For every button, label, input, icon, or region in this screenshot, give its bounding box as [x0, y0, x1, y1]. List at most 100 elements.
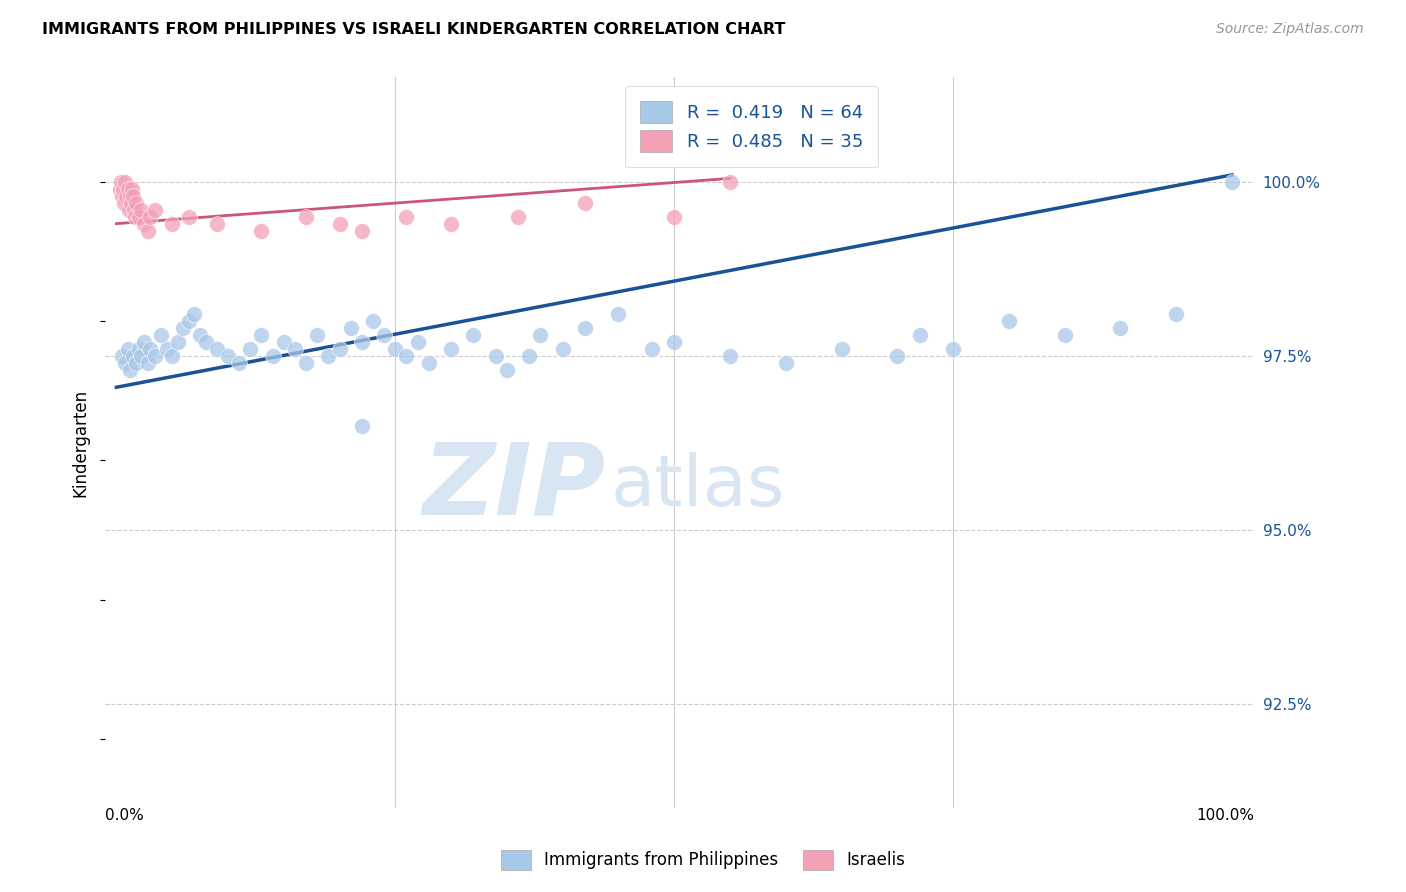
Point: [373, 328, 395, 343]
Point: [112, 195, 135, 210]
Point: [112, 182, 135, 196]
Point: [506, 210, 529, 224]
Point: [250, 328, 273, 343]
Point: [111, 189, 134, 203]
Point: [117, 182, 139, 196]
Point: [122, 349, 145, 363]
Point: [124, 210, 146, 224]
Point: [177, 210, 200, 224]
Point: [718, 175, 741, 189]
Point: [718, 349, 741, 363]
Point: [160, 217, 183, 231]
Point: [775, 356, 797, 370]
Point: [908, 328, 931, 343]
Point: [172, 321, 194, 335]
Point: [328, 342, 350, 356]
Point: [228, 356, 250, 370]
Point: [118, 363, 141, 377]
Point: [886, 349, 908, 363]
Point: [273, 334, 295, 349]
Text: IMMIGRANTS FROM PHILIPPINES VS ISRAELI KINDERGARTEN CORRELATION CHART: IMMIGRANTS FROM PHILIPPINES VS ISRAELI K…: [42, 22, 786, 37]
Point: [574, 321, 596, 335]
Point: [177, 314, 200, 328]
Point: [284, 342, 307, 356]
Point: [440, 217, 463, 231]
Point: [664, 210, 686, 224]
Point: [183, 307, 205, 321]
Point: [440, 342, 463, 356]
Legend: R =  0.419   N = 64, R =  0.485   N = 35: R = 0.419 N = 64, R = 0.485 N = 35: [626, 87, 877, 167]
Point: [134, 217, 156, 231]
Point: [114, 175, 136, 189]
Point: [136, 356, 159, 370]
Point: [118, 189, 141, 203]
Point: [125, 356, 148, 370]
Point: [129, 202, 152, 217]
Point: [188, 328, 211, 343]
Point: [350, 334, 373, 349]
Point: [129, 349, 152, 363]
Point: [551, 342, 574, 356]
Point: [1166, 307, 1188, 321]
Point: [1109, 321, 1132, 335]
Text: Source: ZipAtlas.com: Source: ZipAtlas.com: [1216, 22, 1364, 37]
Point: [485, 349, 508, 363]
Point: [117, 342, 139, 356]
Point: [145, 202, 167, 217]
Point: [307, 328, 329, 343]
Point: [139, 342, 162, 356]
Point: [318, 349, 340, 363]
Point: [418, 356, 440, 370]
Point: [395, 349, 418, 363]
Point: [1220, 175, 1243, 189]
Text: 100.0%: 100.0%: [1197, 808, 1254, 823]
Point: [205, 217, 228, 231]
Point: [128, 210, 150, 224]
Point: [942, 342, 965, 356]
Y-axis label: Kindergarten: Kindergarten: [72, 389, 89, 497]
Point: [155, 342, 177, 356]
Point: [250, 224, 273, 238]
Point: [134, 334, 156, 349]
Point: [145, 349, 167, 363]
Point: [160, 349, 183, 363]
Point: [517, 349, 540, 363]
Legend: Immigrants from Philippines, Israelis: Immigrants from Philippines, Israelis: [494, 843, 912, 877]
Point: [115, 189, 138, 203]
Point: [607, 307, 630, 321]
Point: [120, 195, 142, 210]
Text: ZIP: ZIP: [422, 438, 605, 535]
Point: [122, 202, 145, 217]
Text: atlas: atlas: [610, 452, 785, 521]
Point: [150, 328, 173, 343]
Point: [361, 314, 384, 328]
Point: [1053, 328, 1076, 343]
Point: [831, 342, 853, 356]
Point: [529, 328, 551, 343]
Point: [998, 314, 1021, 328]
Point: [166, 334, 188, 349]
Point: [205, 342, 228, 356]
Point: [128, 342, 150, 356]
Point: [114, 356, 136, 370]
Text: 0.0%: 0.0%: [105, 808, 143, 823]
Point: [339, 321, 361, 335]
Point: [295, 210, 318, 224]
Point: [108, 182, 131, 196]
Point: [641, 342, 664, 356]
Point: [110, 175, 132, 189]
Point: [121, 182, 143, 196]
Point: [239, 342, 262, 356]
Point: [664, 334, 686, 349]
Point: [495, 363, 517, 377]
Point: [125, 195, 148, 210]
Point: [111, 349, 134, 363]
Point: [328, 217, 350, 231]
Point: [136, 224, 159, 238]
Point: [139, 210, 162, 224]
Point: [395, 210, 418, 224]
Point: [217, 349, 239, 363]
Point: [574, 195, 596, 210]
Point: [350, 224, 373, 238]
Point: [262, 349, 284, 363]
